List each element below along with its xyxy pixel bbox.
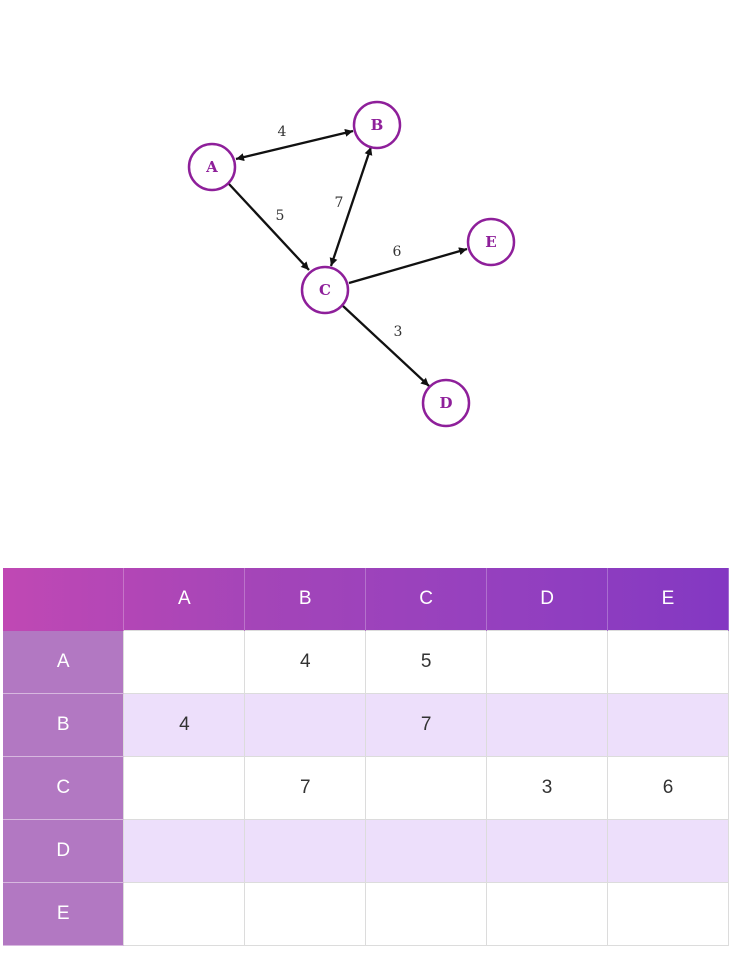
node-c: C [300, 265, 350, 315]
matrix-row-b: B 4 7 [3, 693, 729, 757]
row-header-d: D [3, 819, 124, 883]
matrix-cell-e-c [365, 882, 488, 946]
row-header-e: E [3, 882, 124, 946]
matrix-cell-a-d [486, 630, 609, 694]
edges-layer [228, 128, 468, 387]
matrix-cell-d-c [365, 819, 488, 883]
matrix-cell-b-a: 4 [123, 693, 246, 757]
matrix-cell-d-d [486, 819, 609, 883]
matrix-cell-a-a [123, 630, 246, 694]
node-b: B [352, 100, 402, 150]
row-header-a: A [3, 630, 124, 694]
matrix-cell-b-e [607, 693, 729, 757]
node-e: E [466, 217, 516, 267]
column-header-c: C [365, 568, 488, 631]
matrix-cell-b-d [486, 693, 609, 757]
matrix-cell-e-e [607, 882, 729, 946]
edge-weight-c-b: 7 [335, 195, 344, 211]
adjacency-matrix-table: A B C D E A 4 5 B 4 7 C 7 3 [3, 568, 729, 946]
matrix-cell-e-a [123, 882, 246, 946]
matrix-cell-b-c: 7 [365, 693, 488, 757]
node-c-label: C [319, 281, 331, 299]
matrix-cell-c-a [123, 756, 246, 820]
matrix-row-e: E [3, 882, 729, 946]
matrix-cell-a-b: 4 [244, 630, 367, 694]
edge-c-b [329, 146, 373, 267]
matrix-row-d: D [3, 819, 729, 883]
matrix-header-row: A B C D E [3, 568, 729, 631]
node-b-label: B [371, 116, 384, 134]
node-e-circle [466, 217, 516, 267]
matrix-cell-c-b: 7 [244, 756, 367, 820]
column-header-a: A [123, 568, 246, 631]
column-header-e: E [607, 568, 729, 631]
node-d-circle [421, 378, 471, 428]
edge-c-d [342, 305, 430, 387]
row-header-c: C [3, 756, 124, 820]
edge-a-c [228, 183, 310, 271]
column-header-b: B [244, 568, 367, 631]
matrix-cell-a-c: 5 [365, 630, 488, 694]
row-header-b: B [3, 693, 124, 757]
edge-weights-layer: 4 5 7 6 3 [276, 124, 403, 340]
edge-c-e [348, 247, 468, 285]
nodes-layer: A B C D E [187, 100, 516, 428]
edge-weight-c-d: 3 [394, 324, 403, 340]
edge-a-b [235, 128, 354, 162]
node-b-circle [352, 100, 402, 150]
edge-weight-c-e: 6 [393, 244, 402, 260]
node-e-label: E [485, 233, 496, 251]
matrix-cell-d-e [607, 819, 729, 883]
graph-diagram: 4 5 7 6 3 A B C D E [187, 100, 516, 428]
node-c-circle [300, 265, 350, 315]
node-a: A [187, 142, 237, 192]
matrix-cell-e-d [486, 882, 609, 946]
matrix-cell-c-d: 3 [486, 756, 609, 820]
matrix-row-c: C 7 3 6 [3, 756, 729, 820]
matrix-cell-d-b [244, 819, 367, 883]
matrix-corner-cell [3, 568, 125, 631]
matrix-row-a: A 4 5 [3, 630, 729, 694]
node-a-label: A [205, 158, 218, 176]
matrix-cell-c-e: 6 [607, 756, 729, 820]
column-header-d: D [486, 568, 609, 631]
node-a-circle [187, 142, 237, 192]
edge-weight-a-c: 5 [276, 208, 285, 224]
node-d-label: D [439, 394, 452, 412]
node-d: D [421, 378, 471, 428]
edge-weight-a-b: 4 [278, 124, 287, 140]
matrix-cell-b-b [244, 693, 367, 757]
matrix-cell-d-a [123, 819, 246, 883]
matrix-cell-c-c [365, 756, 488, 820]
matrix-cell-e-b [244, 882, 367, 946]
matrix-cell-a-e [607, 630, 729, 694]
